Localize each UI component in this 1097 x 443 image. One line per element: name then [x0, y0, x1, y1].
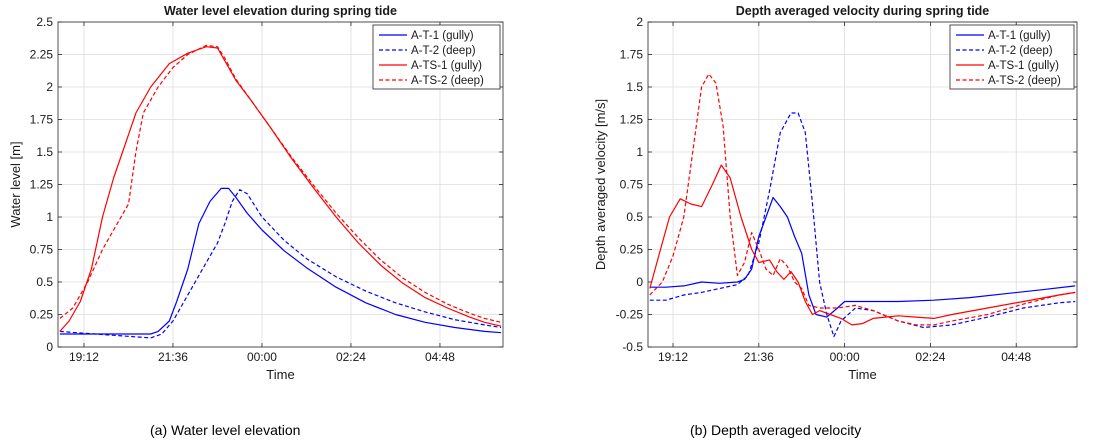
x-tick-label: 04:48 [425, 350, 455, 364]
y-tick-label: 2.5 [36, 15, 53, 29]
series-line-1 [59, 189, 502, 339]
x-axis-label: Time [848, 367, 876, 382]
y-tick-label: 0.5 [36, 275, 53, 289]
x-tick-label: 00:00 [247, 350, 277, 364]
x-tick-label: 21:36 [158, 350, 188, 364]
y-tick-label: 2 [636, 15, 643, 29]
legend-entry: A-TS-2 (deep) [411, 75, 484, 87]
y-tick-label: 1.5 [36, 145, 53, 159]
y-tick-label: 1.25 [30, 178, 54, 192]
chart-1: 19:12 21:36 00:00 02:24 04:48 -0.5 -0.25 0 0.25 0… [593, 4, 1078, 382]
legend-box [949, 24, 1075, 90]
y-tick-label: -0.25 [616, 308, 644, 322]
y-tick-label: 1.75 [620, 48, 644, 62]
y-tick-label: 1.5 [626, 80, 643, 94]
legend: A-T-1 (gully) A-T-2 (deep) A-TS-1 (gully) A… [949, 24, 1075, 90]
y-tick-label: -0.5 [622, 340, 643, 354]
y-axis-label: Depth averaged velocity [m/s] [593, 99, 608, 270]
chart-title: Depth averaged velocity during spring ti… [736, 4, 990, 18]
series-line-1 [649, 112, 1076, 338]
x-tick-label: 19:12 [658, 350, 688, 364]
x-tick-label: 02:24 [336, 350, 366, 364]
x-axis-label: Time [266, 367, 294, 382]
y-tick-label: 1 [46, 210, 53, 224]
legend-entry: A-T-2 (deep) [988, 45, 1053, 57]
series-line-3 [59, 44, 502, 323]
caption-water-level: (a) Water level elevation [150, 422, 301, 438]
y-tick-label: 0.75 [620, 178, 644, 192]
y-axis-label: Water level [m] [8, 141, 23, 227]
y-tick-label: 2.25 [30, 48, 54, 62]
y-tick-label: 0 [46, 340, 53, 354]
series-group [59, 44, 502, 339]
legend-entry: A-T-1 (gully) [411, 30, 474, 42]
legend-entry: A-TS-2 (deep) [988, 75, 1061, 87]
x-tick-label: 00:00 [830, 350, 860, 364]
y-tick-label: 0.75 [30, 243, 54, 257]
series-line-2 [649, 164, 1076, 326]
series-group [649, 73, 1076, 338]
series-line-0 [59, 187, 502, 335]
legend: A-T-1 (gully) A-T-2 (deep) A-TS-1 (gully) A… [372, 24, 501, 90]
y-tick-label: 2 [46, 80, 53, 94]
y-tick-label: 1 [636, 145, 643, 159]
y-tick-label: 0 [636, 275, 643, 289]
y-tick-label: 1.75 [30, 113, 54, 127]
series-line-0 [649, 196, 1076, 318]
x-tick-label: 02:24 [915, 350, 945, 364]
legend-entry: A-TS-1 (gully) [411, 60, 482, 72]
series-line-3 [649, 73, 1076, 326]
chart-0: 19:12 21:36 00:00 02:24 04:48 0 0.25 0.5 0.75 1 1.… [8, 4, 504, 382]
y-tick-label: 0.5 [626, 210, 643, 224]
x-tick-label: 04:48 [1001, 350, 1031, 364]
caption-velocity: (b) Depth averaged velocity [690, 422, 862, 438]
y-tick-label: 0.25 [620, 243, 644, 257]
legend-entry: A-T-2 (deep) [411, 45, 476, 57]
series-line-2 [59, 46, 502, 332]
legend-entry: A-TS-1 (gully) [988, 60, 1059, 72]
x-tick-label: 21:36 [744, 350, 774, 364]
y-tick-label: 0.25 [30, 308, 54, 322]
y-tick-label: 1.25 [620, 113, 644, 127]
x-tick-label: 19:12 [69, 350, 99, 364]
chart-title: Water level elevation during spring tide [164, 4, 397, 18]
legend-entry: A-T-1 (gully) [988, 30, 1051, 42]
legend-box [372, 24, 501, 90]
